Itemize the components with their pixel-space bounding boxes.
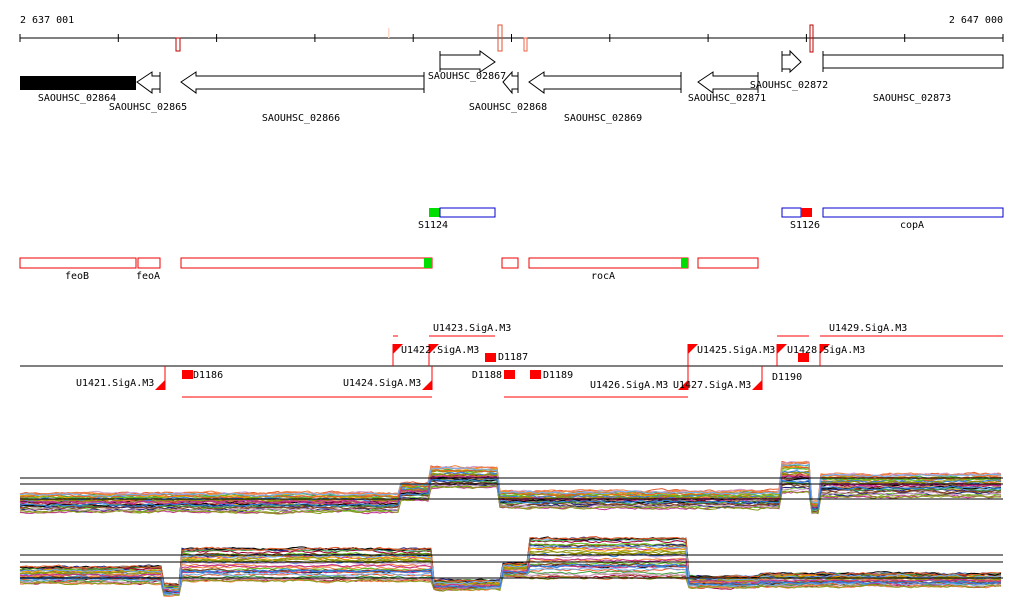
promoter-flag[interactable] [678, 380, 688, 390]
annotation-S1124[interactable]: S1124 [418, 207, 496, 231]
gene-track: SAOUHSC_02864 SAOUHSC_02865 SAOUHSC_0286… [20, 49, 1004, 124]
svg-text:SAOUHSC_02866: SAOUHSC_02866 [262, 113, 340, 124]
ruler: 2 637 001 2 647 000 [19, 15, 1004, 53]
promoter-flags [155, 344, 830, 390]
svg-text:feoA: feoA [136, 271, 160, 282]
promoter-label: U1428.SigA.M3 [787, 345, 865, 356]
ruler-marker [809, 24, 814, 53]
svg-text:SAOUHSC_02868: SAOUHSC_02868 [469, 102, 547, 113]
annotation-S1126[interactable]: S1126 [781, 207, 820, 231]
expression-trace [19, 480, 1002, 513]
terminator-label: D1186 [193, 370, 223, 381]
expression-trace [19, 463, 1002, 504]
expression-trace [19, 544, 1002, 590]
svg-text:feoB: feoB [65, 271, 89, 282]
promoter-track: U1421.SigA.M3 D1186 U1424.SigA.M3 U1422.… [20, 323, 1003, 398]
terminator-D1186[interactable] [182, 370, 193, 379]
promoter-flag[interactable] [688, 344, 698, 354]
ruler-marker [175, 37, 181, 52]
expression-trace [19, 472, 1002, 507]
promoter-flag[interactable] [393, 344, 403, 354]
feature-feoB[interactable]: feoB [19, 257, 137, 282]
gene-SAOUHSC_02867[interactable]: SAOUHSC_02867 [428, 50, 506, 82]
svg-text:SAOUHSC_02873: SAOUHSC_02873 [873, 93, 951, 104]
promoter-label: U1421.SigA.M3 [76, 378, 154, 389]
feature-region[interactable] [180, 257, 433, 269]
promoter-label: U1423.SigA.M3 [433, 323, 511, 334]
svg-text:S1124: S1124 [418, 220, 448, 231]
promoter-flag[interactable] [820, 344, 830, 354]
promoter-flag[interactable] [752, 380, 762, 390]
expression-trace [19, 537, 1002, 588]
expression-trace [19, 485, 1002, 515]
ruler-end-label: 2 647 000 [949, 15, 1003, 26]
gene-SAOUHSC_02873[interactable]: SAOUHSC_02873 [822, 51, 1004, 104]
terminator-label: D1190 [772, 372, 802, 383]
expression-trace [19, 549, 1002, 590]
promoter-label: U1429.SigA.M3 [829, 323, 907, 334]
gene-SAOUHSC_02864[interactable]: SAOUHSC_02864 [20, 76, 136, 104]
promoter-flag[interactable] [429, 344, 439, 354]
expression-trace [19, 478, 1002, 510]
expression-trace [19, 574, 1002, 596]
svg-text:SAOUHSC_02869: SAOUHSC_02869 [564, 113, 642, 124]
ruler-ticks [19, 34, 1004, 42]
terminator-D1190[interactable] [798, 353, 809, 362]
ruler-marker [497, 24, 503, 52]
promoter-label: U1424.SigA.M3 [343, 378, 421, 389]
gene-SAOUHSC_02869[interactable]: SAOUHSC_02869 [528, 71, 682, 124]
ruler-marker [523, 37, 528, 52]
terminator-label: D1188 [472, 370, 502, 381]
svg-text:SAOUHSC_02872: SAOUHSC_02872 [750, 80, 828, 91]
svg-text:SAOUHSC_02864: SAOUHSC_02864 [38, 93, 116, 104]
gene-SAOUHSC_02865[interactable]: SAOUHSC_02865 [109, 71, 187, 113]
feature-region[interactable] [501, 257, 519, 269]
feature-region[interactable] [697, 257, 759, 269]
svg-text:SAOUHSC_02867: SAOUHSC_02867 [428, 71, 506, 82]
terminator-D1188[interactable] [504, 370, 515, 379]
terminator-D1189[interactable] [530, 370, 541, 379]
promoter-flag[interactable] [777, 344, 787, 354]
feature-feoA[interactable]: feoA [136, 257, 161, 282]
promoter-label: U1422.SigA.M3 [401, 345, 479, 356]
feature-rocA[interactable]: rocA [528, 257, 689, 282]
annotation-copA[interactable]: copA [822, 207, 1004, 231]
promoter-label: U1425.SigA.M3 [697, 345, 775, 356]
svg-text:copA: copA [900, 220, 924, 231]
gene-SAOUHSC_02872[interactable]: SAOUHSC_02872 [750, 49, 828, 91]
terminator-label: D1189 [543, 370, 573, 381]
gene-SAOUHSC_02866[interactable]: SAOUHSC_02866 [180, 71, 425, 124]
svg-text:S1126: S1126 [790, 220, 820, 231]
svg-text:SAOUHSC_02871: SAOUHSC_02871 [688, 93, 766, 104]
terminator-label: D1187 [498, 352, 528, 363]
ruler-marker [388, 28, 390, 38]
annotation-track: S1124 S1126 copA [418, 207, 1004, 231]
promoter-label: U1427.SigA.M3 [673, 380, 751, 391]
expression-panel-reverse [19, 536, 1003, 597]
expression-trace [19, 563, 1002, 594]
svg-text:SAOUHSC_02865: SAOUHSC_02865 [109, 102, 187, 113]
terminator-D1187[interactable] [485, 353, 496, 362]
feature-track: feoB feoA rocA [19, 257, 759, 282]
ruler-start-label: 2 637 001 [20, 15, 74, 26]
promoter-flag[interactable] [422, 380, 432, 390]
gene-SAOUHSC_02871[interactable]: SAOUHSC_02871 [688, 71, 766, 104]
promoter-flag[interactable] [155, 380, 165, 390]
expression-trace [19, 464, 1002, 506]
gene-SAOUHSC_02868[interactable]: SAOUHSC_02868 [469, 70, 547, 113]
svg-text:rocA: rocA [591, 271, 615, 282]
promoter-label: U1426.SigA.M3 [590, 380, 668, 391]
expression-panel-forward [19, 460, 1003, 515]
